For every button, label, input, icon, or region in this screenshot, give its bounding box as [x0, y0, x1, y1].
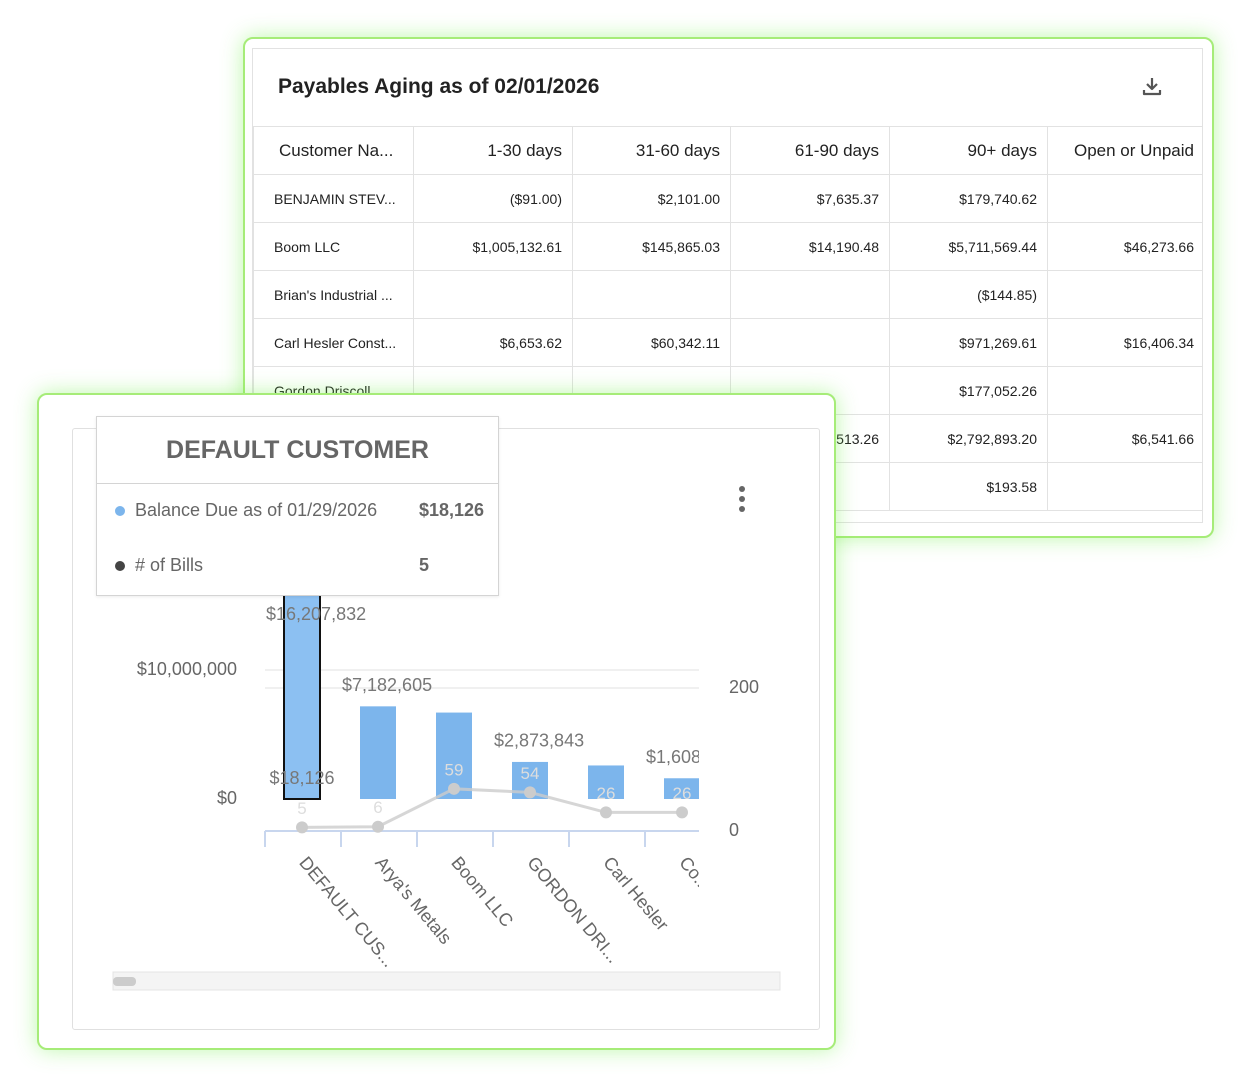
chart-card: $0 $10,000,000 0 200 $16,207,832 DEFAULT CUS…	[37, 393, 836, 1050]
table-cell: Boom LLC	[253, 222, 414, 271]
table-row: Brian's Industrial ... ($144.85)	[253, 270, 1202, 319]
data-label: $1,608,000	[646, 747, 736, 767]
table-cell	[1047, 366, 1202, 415]
table-cell: $971,269.61	[889, 318, 1048, 367]
table-cell: $193.58	[889, 462, 1048, 511]
line	[301, 787, 682, 829]
line-point	[448, 782, 460, 795]
table-cell: Carl Hesler Const...	[253, 318, 414, 367]
table-cell: $14,190.48	[730, 222, 890, 271]
legend-dot	[115, 506, 125, 517]
line-point	[296, 821, 308, 834]
table-cell: $46,273.66	[1047, 222, 1202, 271]
x-tick-label: Arya's Metals	[371, 853, 455, 948]
data-label: $2,873,843	[494, 731, 584, 751]
x-tick-label: Carl Hesler	[599, 853, 672, 935]
column-header: Open or Unpaid	[1047, 126, 1202, 175]
table-title: Payables Aging as of 02/01/2026	[278, 75, 600, 98]
table-cell: $179,740.62	[889, 174, 1048, 223]
x-tick-label: Co...	[675, 853, 715, 895]
bar	[283, 588, 321, 800]
column-header: 31-60 days	[572, 126, 731, 175]
table-cell	[1047, 270, 1202, 319]
data-label: $7,182,605	[342, 675, 432, 695]
legend-dot	[115, 561, 125, 572]
table-row: Boom LLC $1,005,132.61 $145,865.03 $14,190.…	[253, 222, 1202, 271]
table-row: Gordon Driscoll... $177,052.26	[253, 366, 1202, 415]
tooltip-row: Balance Due as of 01/29/2026 $18,126	[115, 500, 490, 521]
line-point	[600, 806, 612, 819]
table-cell	[1047, 462, 1202, 511]
y-tick-label: $0	[217, 788, 237, 808]
table-cell: $2,792,893.20	[889, 414, 1048, 463]
table-cell: $1,005,132.61	[413, 222, 573, 271]
data-label: 26	[597, 784, 616, 803]
x-tick-label: Boom LLC	[447, 853, 517, 931]
table-cell: $145,865.03	[572, 222, 731, 271]
table-cell: $16,406.34	[1047, 318, 1202, 367]
table-cell	[730, 318, 890, 367]
table-cell	[413, 270, 573, 319]
table-cell	[572, 270, 731, 319]
table-cell: ($91.00)	[413, 174, 573, 223]
column-header: 61-90 days	[730, 126, 890, 175]
table-cell: Brian's Industrial ...	[253, 270, 414, 319]
table-cell: $60,342.11	[572, 318, 731, 367]
scrollbar-thumb[interactable]	[113, 977, 136, 986]
table-cell: ($144.85)	[889, 270, 1048, 319]
table-cell: $7,635.37	[730, 174, 890, 223]
legend-label: # of Bills	[135, 555, 204, 575]
menu-button[interactable]	[739, 486, 745, 512]
data-label: 5	[297, 799, 306, 818]
table-row: BENJAMIN STEV... ($91.00) $2,101.00 $7,635.…	[253, 174, 1202, 223]
column-header: 90+ days	[889, 126, 1048, 175]
column-header: 1-30 days	[413, 126, 573, 175]
y-tick-label: $10,000,000	[137, 659, 237, 679]
line-point	[372, 820, 384, 833]
line-point	[676, 806, 688, 819]
legend-label: Balance Due as of 01/29/2026	[135, 500, 378, 520]
bar	[664, 778, 699, 799]
table-cell: $6,541.66	[1047, 414, 1202, 463]
table-cell	[730, 270, 890, 319]
data-label: 6	[373, 798, 382, 817]
data-label: 59	[445, 760, 464, 779]
tooltip: DEFAULT CUSTOMER Balance Due as of 01/29…	[96, 416, 499, 596]
tooltip-title: DEFAULT CUSTOMER	[97, 417, 498, 484]
header-row: Customer Na... 1-30 days 31-60 days 61-90 d…	[253, 126, 1202, 175]
table-row: Carl Hesler Const... $6,653.62 $60,342.11 $…	[253, 318, 1202, 367]
tooltip-row: # of Bills 5	[115, 555, 490, 576]
tooltip-value: 5	[419, 555, 430, 575]
data-label: 26	[673, 784, 692, 803]
bar	[588, 765, 624, 799]
y2-tick-label: 200	[729, 677, 759, 697]
scrollbar-track	[112, 971, 781, 991]
table-cell: $2,101.00	[572, 174, 731, 223]
annotation: $18,126	[269, 768, 334, 788]
tooltip-value: $18,126	[419, 500, 485, 520]
table-cell	[1047, 174, 1202, 223]
data-label: $16,207,832	[266, 604, 366, 624]
column-header: Customer Na...	[253, 126, 414, 175]
data-label: 54	[521, 764, 540, 783]
download-button[interactable]	[1140, 75, 1164, 99]
table-cell: $6,653.62	[413, 318, 573, 367]
bar	[360, 706, 396, 799]
table-cell: $5,711,569.44	[889, 222, 1048, 271]
table-cell: $177,052.26	[889, 366, 1048, 415]
y2-tick-label: 0	[729, 820, 739, 840]
line-point	[524, 786, 536, 799]
table-cell: BENJAMIN STEV...	[253, 174, 414, 223]
